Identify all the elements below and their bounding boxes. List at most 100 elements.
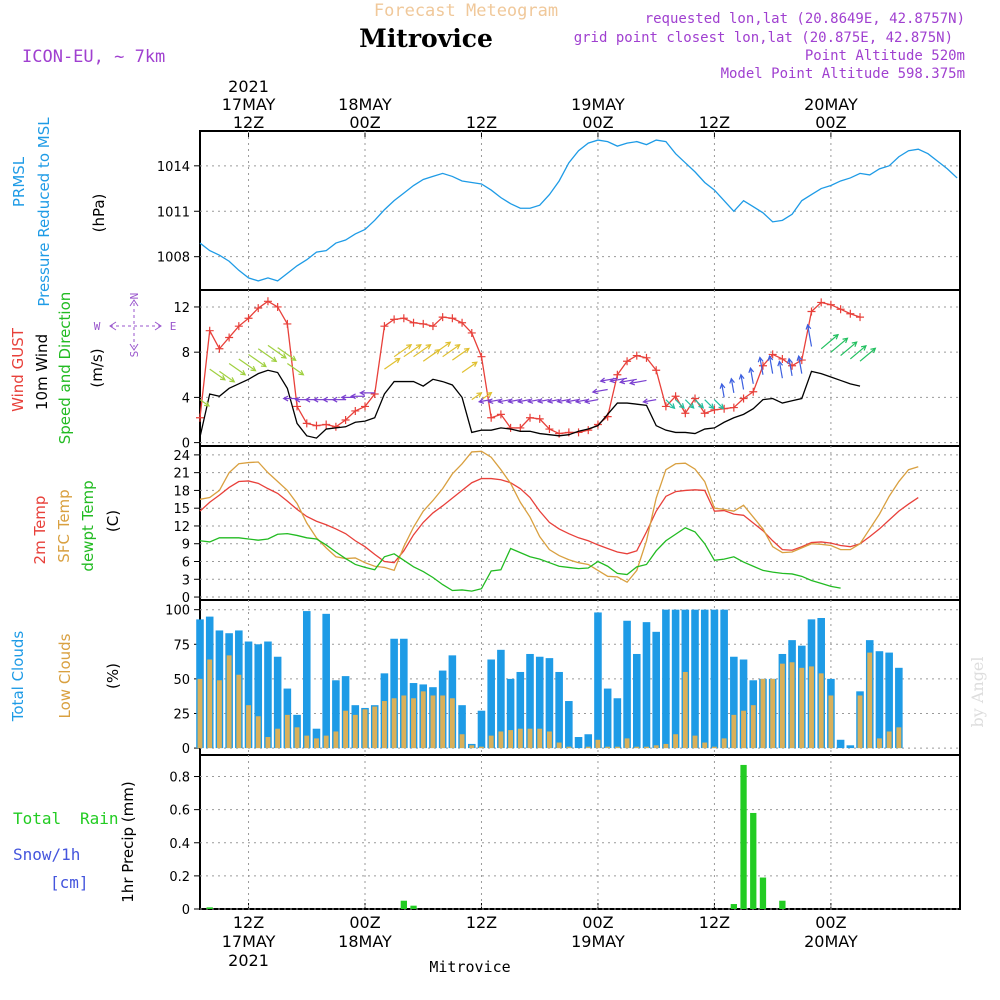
gust-marker — [526, 413, 535, 422]
clouds-bar-low-clouds — [809, 666, 814, 749]
wind-arrow — [630, 379, 647, 384]
wind-arrow — [778, 361, 783, 379]
footer-location: Mitrovice — [429, 958, 510, 976]
wind-arrowhead — [718, 403, 725, 410]
wind-arrowhead — [359, 389, 365, 396]
wind-arrowhead — [290, 355, 297, 361]
wind-arrowhead — [719, 382, 726, 389]
clouds-bar-total-clouds — [885, 652, 893, 749]
wind-arrowhead — [280, 353, 287, 359]
gust-marker — [729, 403, 738, 412]
wind-arrowhead — [477, 398, 485, 404]
clouds-bar-low-clouds — [556, 742, 562, 749]
gust-marker — [458, 318, 467, 327]
wind-arrowhead — [294, 396, 301, 403]
time-label-top: 2021 — [228, 77, 269, 96]
clouds-bar-low-clouds — [750, 705, 756, 749]
gust-marker — [700, 409, 709, 418]
temperature-ytick-label: 12 — [173, 520, 190, 535]
temperature-ytick-label: 6 — [182, 556, 190, 571]
compass-west: W — [94, 320, 101, 333]
precipitation-bar-total-rain — [410, 905, 417, 909]
wind-arrow — [481, 392, 492, 401]
wind-series-wind-gust — [199, 300, 861, 435]
gust-marker — [496, 410, 505, 419]
clouds-bar-total-clouds — [671, 609, 680, 749]
clouds-bar-low-clouds — [469, 745, 475, 749]
clouds-bar-low-clouds — [702, 742, 708, 749]
clouds-bar-low-clouds — [760, 678, 766, 749]
temperature-ytick-label: 3 — [182, 573, 190, 588]
time-label-top: 12Z — [699, 113, 730, 132]
wind-arrow — [413, 344, 431, 358]
temperature-ytick-label: 0 — [182, 591, 190, 606]
clouds-bar-total-clouds — [594, 612, 602, 749]
gust-marker — [283, 319, 292, 328]
wind-speed-dir-label: Speed and Direction — [56, 292, 74, 445]
gust-marker — [768, 350, 777, 359]
clouds-bar-low-clouds — [867, 652, 873, 749]
clouds-bar-low-clouds — [721, 738, 727, 749]
grid-point-coords: grid point closest lon,lat (20.875E, 42.… — [574, 30, 953, 46]
gust-marker — [477, 352, 486, 361]
clouds-bar-total-clouds — [322, 613, 330, 749]
compass-south: S — [128, 351, 141, 358]
clouds-bar-total-clouds — [244, 641, 253, 749]
temp2m-label: 2m Temp — [31, 496, 49, 565]
clouds-bar-low-clouds — [731, 714, 737, 749]
wind-arrowhead — [260, 361, 267, 368]
clouds-bar-low-clouds — [488, 735, 494, 749]
gust-marker — [263, 297, 272, 306]
wind-arrowhead — [698, 402, 705, 409]
clouds-bar-total-clouds — [506, 678, 515, 749]
time-label-top: 00Z — [815, 113, 846, 132]
gust-marker — [826, 300, 835, 309]
wind-arrowhead — [229, 377, 236, 383]
precipitation-bar-total-rain — [400, 900, 407, 909]
clouds-ytick-label: 75 — [173, 638, 190, 653]
wind-arrow — [749, 367, 754, 384]
time-label-top: 00Z — [349, 113, 380, 132]
model-point-altitude: Model Point Altitude 598.375m — [721, 66, 965, 82]
precipitation-ytick-label: 0.8 — [169, 771, 190, 786]
clouds-bar-low-clouds — [255, 716, 261, 749]
wind-arrow — [610, 377, 628, 382]
clouds-bar-total-clouds — [254, 644, 263, 749]
clouds-bar-low-clouds — [517, 728, 523, 749]
clouds-bar-low-clouds — [605, 746, 611, 749]
time-label-top: 00Z — [582, 113, 613, 132]
precipitation-bar-total-rain — [759, 877, 767, 909]
gust-marker — [361, 402, 370, 411]
clouds-bar-low-clouds — [653, 745, 659, 749]
wind-arrow — [277, 347, 297, 361]
clouds-ytick-label: 25 — [173, 707, 190, 722]
pressure-msl-label: Pressure Reduced to MSL — [35, 117, 53, 307]
clouds-bar-low-clouds — [449, 698, 455, 749]
wind-arrow — [508, 399, 521, 403]
clouds-bar-low-clouds — [440, 695, 446, 749]
wind-frame — [199, 289, 961, 447]
wind-arrowhead — [591, 388, 598, 395]
wind-arrow — [432, 341, 451, 355]
clouds-bar-total-clouds — [739, 659, 748, 749]
gust-marker — [788, 361, 797, 370]
wind-arrowhead — [507, 398, 514, 404]
gust-marker — [322, 420, 331, 429]
clouds-bar-total-clouds — [400, 638, 408, 749]
clouds-unit: (%) — [104, 663, 122, 689]
wind-arrowhead — [546, 398, 554, 404]
clouds-bar-total-clouds — [264, 641, 272, 749]
clouds-bar-total-clouds — [332, 680, 340, 749]
precipitation-ytick-label: 0.2 — [169, 870, 190, 885]
wind-arrowhead — [219, 375, 226, 381]
gust-marker — [196, 413, 204, 422]
temperature-ytick-label: 24 — [173, 449, 190, 464]
wind-arrowhead — [471, 361, 478, 367]
clouds-bar-low-clouds — [323, 735, 329, 749]
wind-arrow — [566, 399, 579, 403]
clouds-bar-low-clouds — [246, 705, 251, 749]
low-clouds-label: Low Clouds — [56, 633, 74, 718]
gust-marker — [758, 361, 767, 370]
wind-arrowhead — [298, 369, 305, 376]
clouds-bar-total-clouds — [603, 688, 612, 749]
